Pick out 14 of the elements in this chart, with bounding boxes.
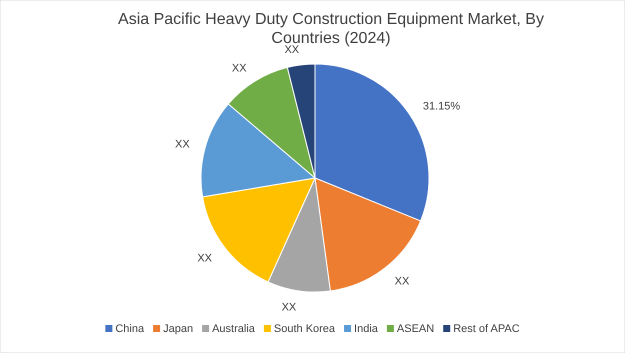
data-label: XX: [282, 302, 297, 314]
data-label: XX: [232, 62, 248, 74]
data-label: XX: [175, 138, 190, 150]
data-label: XX: [394, 276, 410, 288]
data-label: 31.15%: [422, 100, 460, 112]
legend-label: China: [115, 323, 145, 335]
data-label: XX: [284, 44, 300, 56]
legend-label: Japan: [163, 323, 194, 335]
legend-label: South Korea: [274, 323, 336, 335]
legend-label: India: [354, 323, 379, 335]
legend-label: ASEAN: [396, 323, 434, 335]
legend-label: Australia: [212, 323, 256, 335]
data-label: XX: [197, 252, 213, 264]
legend-label: Rest of APAC: [453, 323, 520, 335]
